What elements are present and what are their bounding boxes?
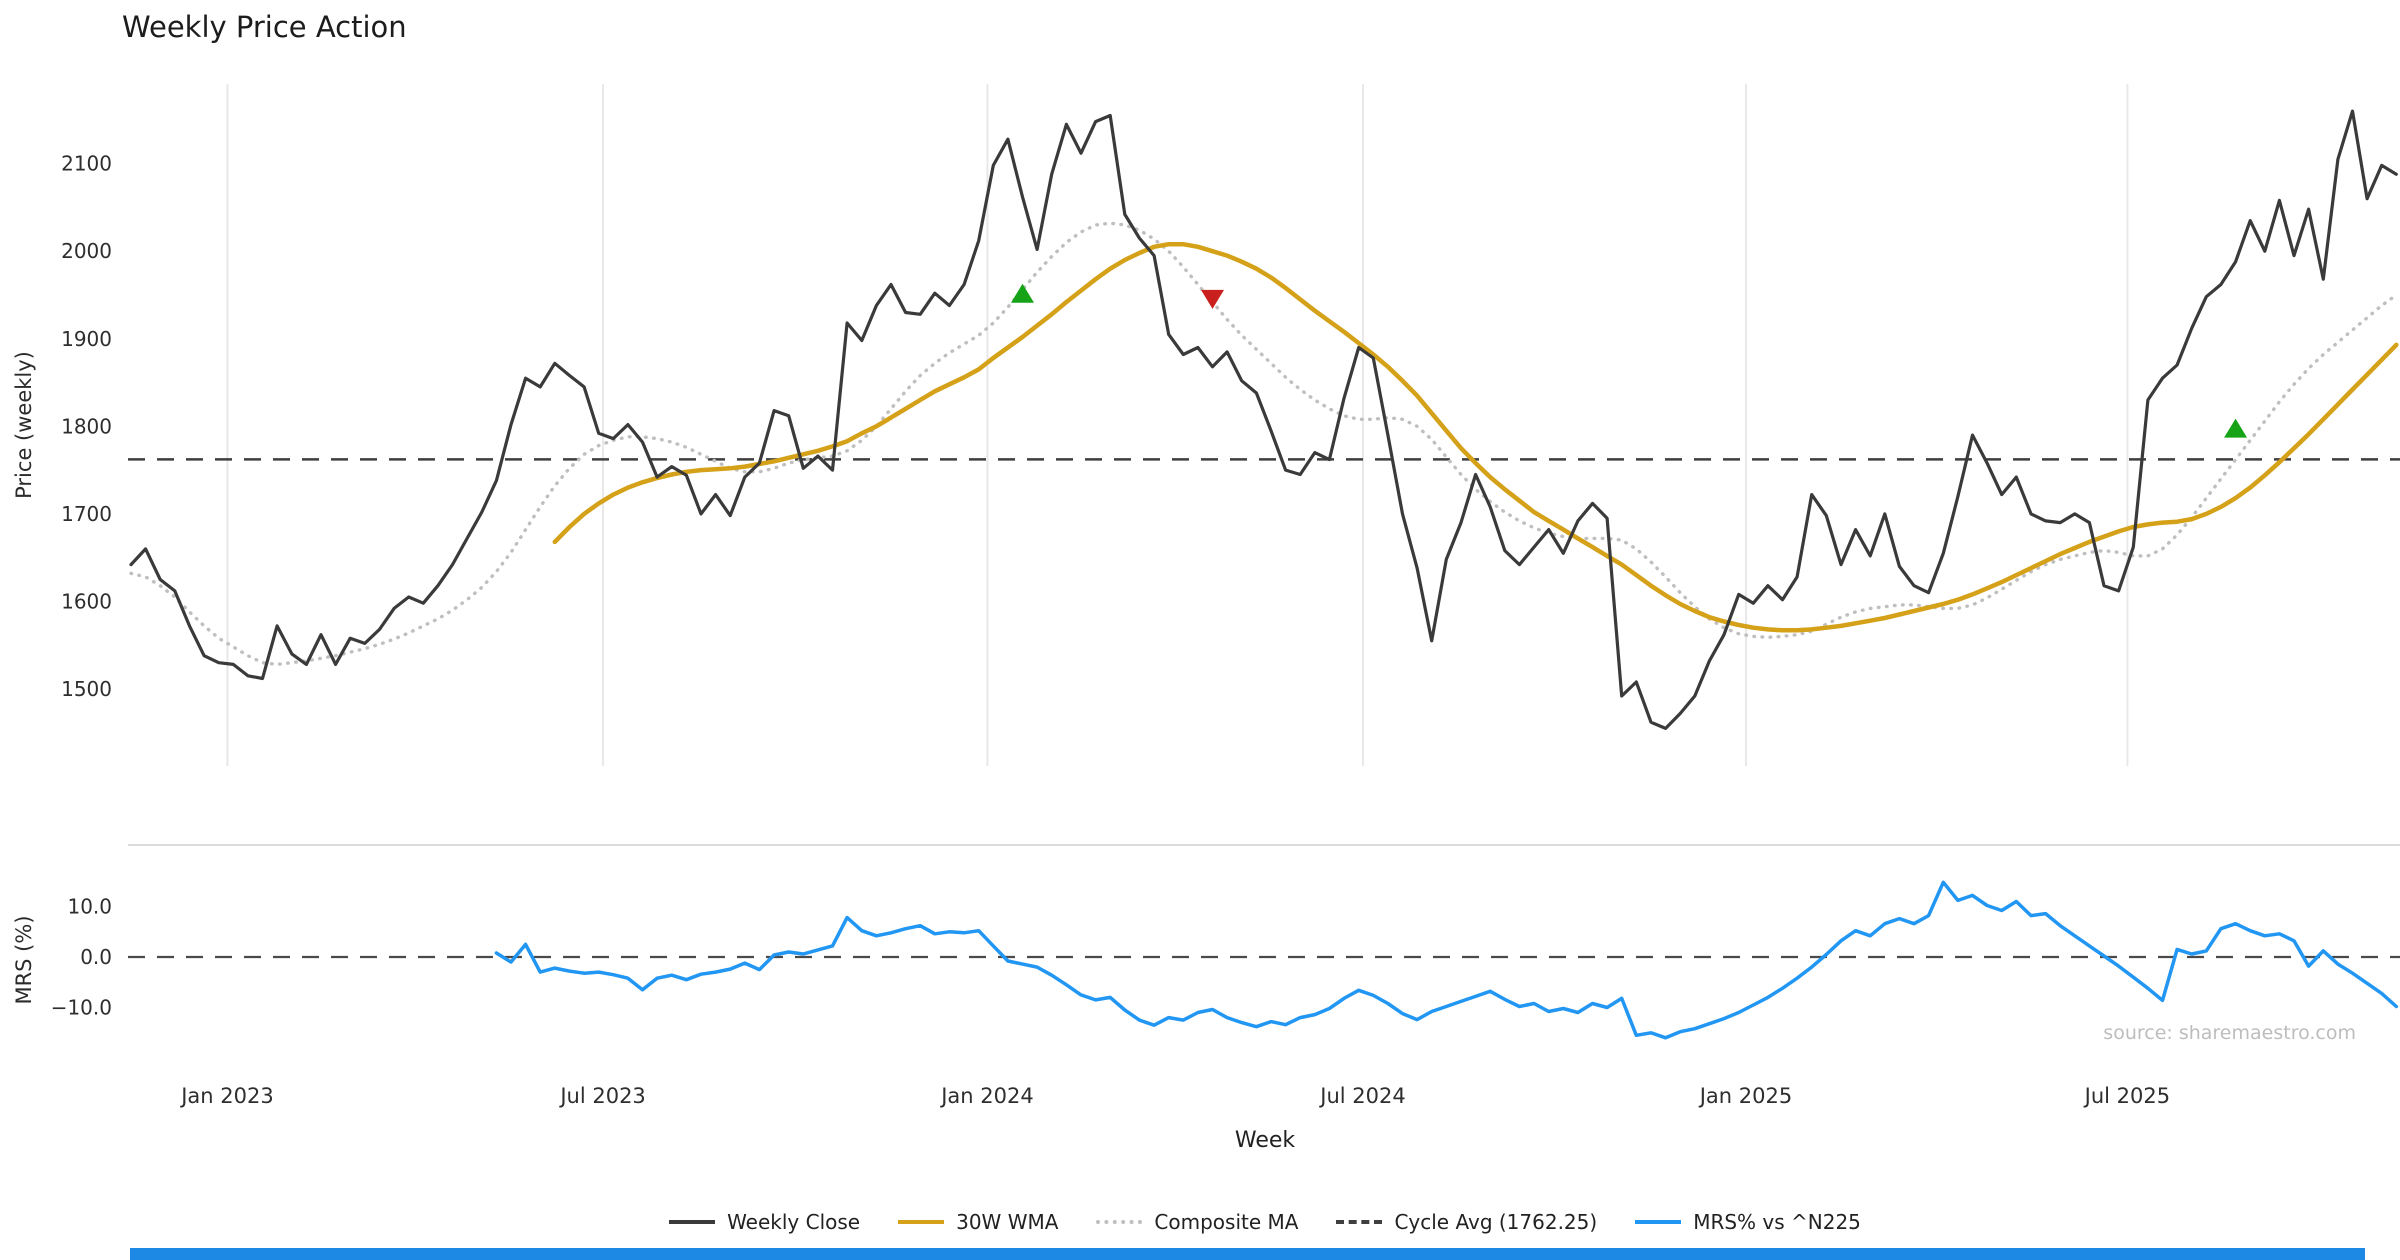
sell-signal-marker — [1201, 289, 1225, 309]
legend-item-30w-wma: 30W WMA — [898, 1210, 1058, 1234]
bottom-accent-bar — [130, 1248, 2365, 1260]
legend: Weekly Close 30W WMA Composite MA Cycle … — [130, 1210, 2400, 1234]
x-tick-label: Jan 2024 — [939, 1084, 1034, 1108]
legend-label: Cycle Avg (1762.25) — [1394, 1210, 1598, 1234]
legend-item-composite-ma: Composite MA — [1096, 1210, 1298, 1234]
x-tick-label: Jan 2023 — [179, 1084, 274, 1108]
composite-ma-line-swatch — [1096, 1220, 1143, 1224]
buy-signal-marker — [2224, 418, 2248, 438]
buy-signal-marker — [1011, 283, 1035, 303]
mrs-line — [494, 880, 2399, 1040]
chart-title: Weekly Price Action — [122, 10, 407, 44]
legend-item-cycle-avg: Cycle Avg (1762.25) — [1336, 1210, 1597, 1234]
price-y-tick-label: 1900 — [61, 327, 112, 351]
legend-item-weekly-close: Weekly Close — [669, 1210, 860, 1234]
weekly-close-line — [129, 109, 2398, 731]
price-y-tick-label: 1600 — [61, 589, 112, 613]
30w-wma-line — [552, 241, 2399, 633]
legend-label: 30W WMA — [956, 1210, 1059, 1234]
x-axis-label: Week — [1234, 1128, 1296, 1153]
mrs-y-tick-label: 0.0 — [80, 945, 112, 969]
price-y-tick-label: 1700 — [61, 502, 112, 526]
legend-label: Composite MA — [1154, 1210, 1299, 1234]
composite-ma-line — [129, 221, 2399, 667]
weekly-close-line-swatch — [669, 1220, 716, 1224]
price-y-tick-label: 1500 — [61, 677, 112, 701]
mrs-y-tick-label: 10.0 — [67, 895, 112, 919]
price-y-tick-label: 2000 — [61, 239, 112, 263]
legend-item-mrs: MRS% vs ^N225 — [1635, 1210, 1861, 1234]
x-tick-label: Jul 2024 — [1318, 1084, 1405, 1108]
legend-label: MRS% vs ^N225 — [1693, 1210, 1861, 1234]
x-tick-label: Jan 2025 — [1698, 1084, 1793, 1108]
x-tick-label: Jul 2023 — [558, 1084, 645, 1108]
wma-line-swatch — [898, 1220, 945, 1224]
cycle-avg-line-swatch — [1336, 1220, 1383, 1224]
mrs-y-tick-label: −10.0 — [51, 996, 112, 1020]
legend-label: Weekly Close — [727, 1210, 861, 1234]
price-y-tick-label: 1800 — [61, 414, 112, 438]
source-watermark: source: sharemaestro.com — [2103, 1022, 2356, 1044]
price-y-tick-label: 2100 — [61, 152, 112, 176]
mrs-line-swatch — [1635, 1220, 1682, 1224]
x-tick-label: Jul 2025 — [2083, 1084, 2170, 1108]
